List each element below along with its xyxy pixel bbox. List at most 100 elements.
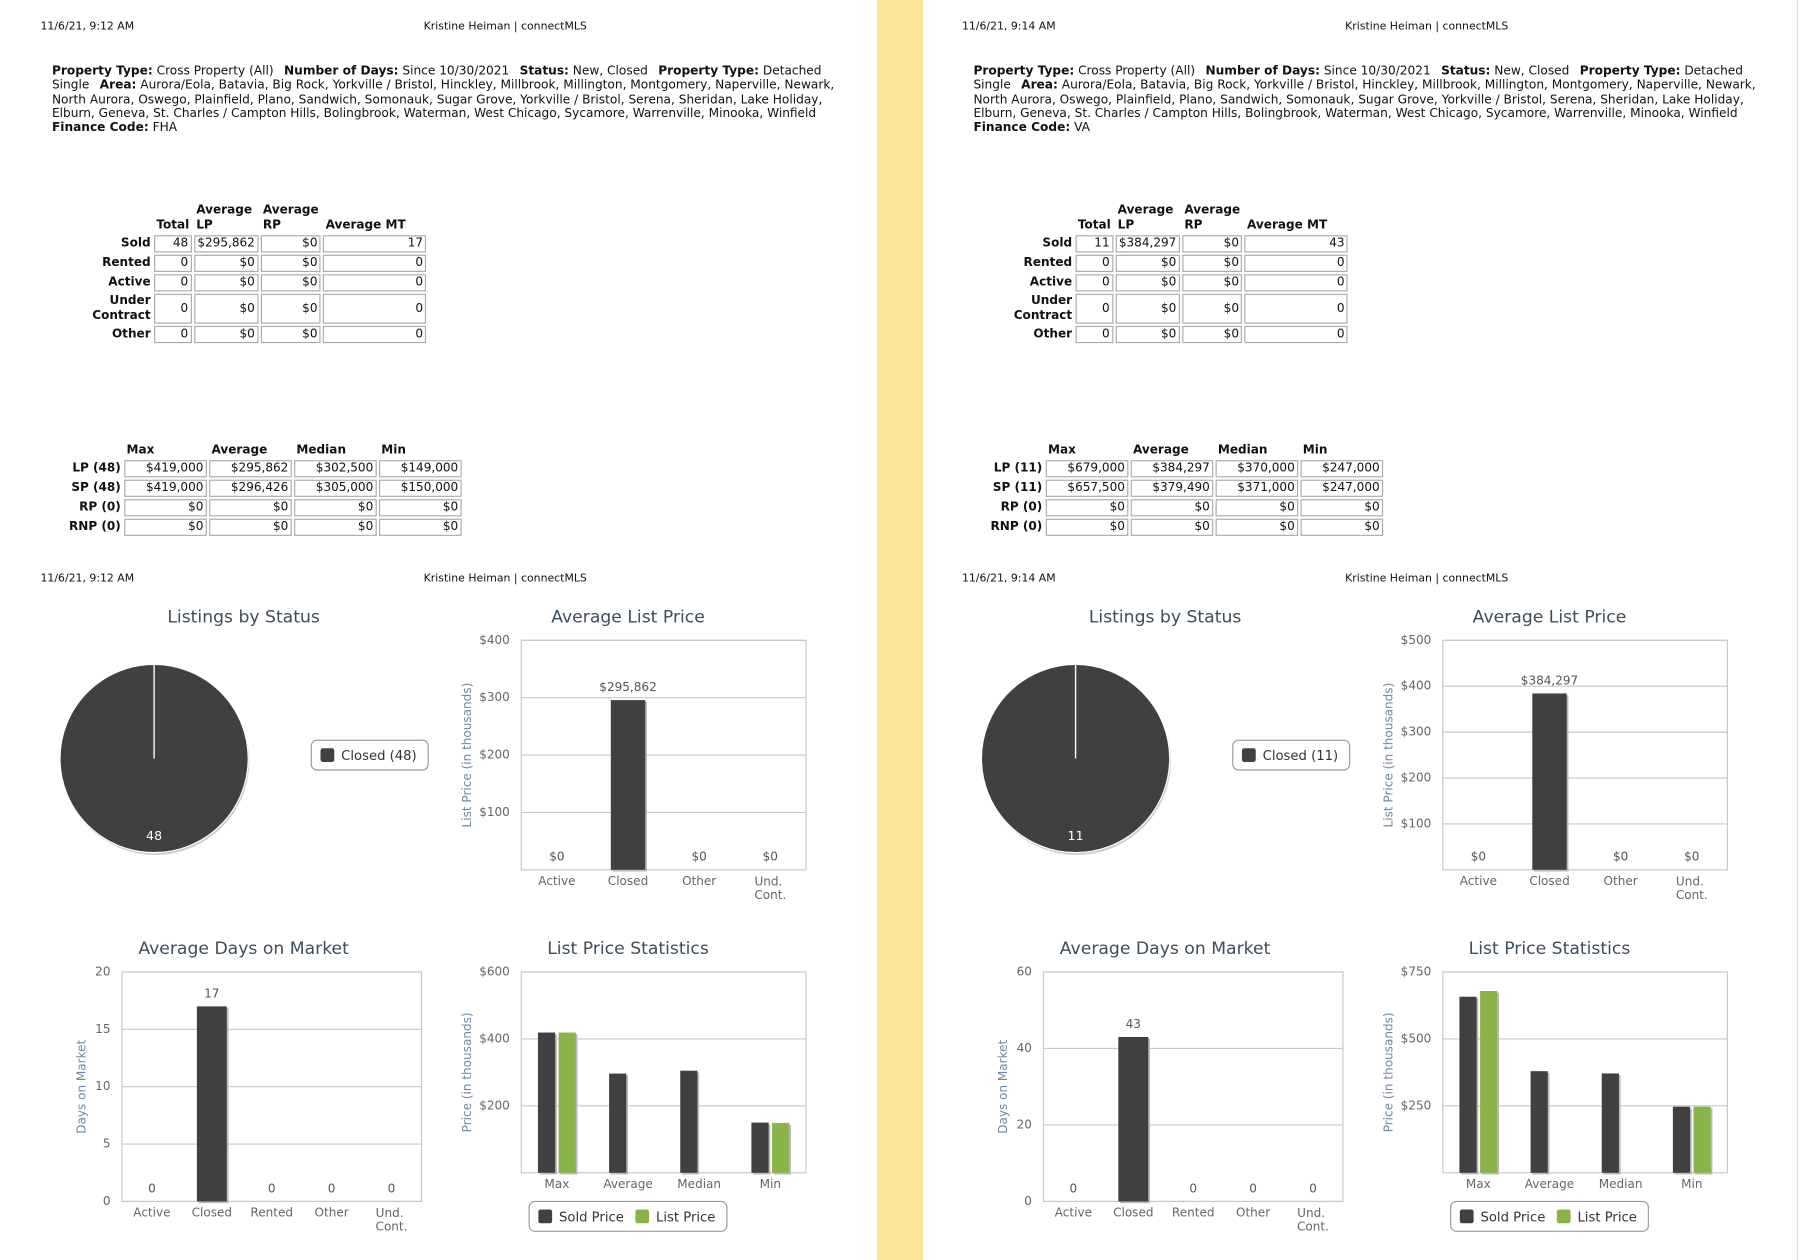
x-tick-label: Closed xyxy=(1113,1205,1153,1219)
criteria-label: Property Type: xyxy=(973,64,1075,79)
cell: $657,500 xyxy=(1045,479,1129,497)
y-tick-label: 20 xyxy=(95,964,110,978)
row-label: Active xyxy=(108,275,151,290)
header-user: Kristine Heiman | connectMLS xyxy=(424,571,587,584)
column-header: Total xyxy=(1077,218,1111,232)
column-header: Min xyxy=(1302,442,1328,457)
bar xyxy=(609,1073,627,1173)
row: Active 0 $0 $0 0 xyxy=(968,274,1349,292)
data-table: Total Average LP Average RP Average MT Sold 4… xyxy=(44,201,429,344)
y-tick-label: $750 xyxy=(1401,964,1432,978)
cell: $0 xyxy=(1182,254,1243,272)
criteria-label: Area: xyxy=(1021,78,1058,93)
row-label: Under Contract xyxy=(1013,293,1073,323)
data-label: 0 xyxy=(328,1181,336,1195)
cell: $419,000 xyxy=(124,479,207,497)
cell: $379,490 xyxy=(1130,479,1214,497)
header-row: Total Average LP Average RP Average MT xyxy=(46,203,426,233)
column-header: Average RP xyxy=(262,203,319,232)
column-header: Max xyxy=(126,442,155,457)
x-tick-label: Max xyxy=(1466,1177,1491,1191)
chart: Average List Price $100 $200 $300 $400 List P… xyxy=(460,607,807,902)
row: Rented 0 $0 $0 0 xyxy=(968,254,1349,272)
x-tick-label: Max xyxy=(544,1177,569,1191)
x-tick-label: Active xyxy=(538,874,575,888)
y-tick-label: 15 xyxy=(95,1022,110,1036)
cell: $0 xyxy=(209,518,292,536)
row-label: Sold xyxy=(120,236,151,251)
criteria-value: VA xyxy=(1074,120,1090,135)
y-tick-label: $500 xyxy=(1401,1031,1432,1045)
header-row: Max Average Median Min xyxy=(62,443,461,458)
legend: Closed (48) xyxy=(310,739,429,771)
header-datetime: 11/6/21, 9:12 AM xyxy=(40,19,134,32)
cell: $0 xyxy=(1045,499,1129,517)
cell: $0 xyxy=(124,518,207,536)
cell: $384,297 xyxy=(1115,235,1180,253)
cell: 43 xyxy=(1244,235,1349,253)
criteria-item: Number of Days: Since 10/30/2021 xyxy=(284,64,509,78)
corner xyxy=(984,443,1044,458)
cell: 0 xyxy=(323,254,427,272)
criteria-item: Area: Aurora/Eola, Batavia, Big Rock, Yo… xyxy=(52,78,834,120)
legend-swatch xyxy=(320,748,335,762)
x-tick-label: Closed xyxy=(192,1205,232,1219)
header-row: Total Average LP Average RP Average MT xyxy=(968,203,1348,233)
y-tick-label: $200 xyxy=(479,1098,510,1112)
chart: Listings by Status 11 Closed (11) xyxy=(980,607,1351,855)
header-row: Max Average Median Min xyxy=(984,443,1383,458)
data-label: 0 xyxy=(388,1181,396,1195)
slice-label: 11 xyxy=(1068,828,1084,843)
table-box: Total Average LP Average RP Average MT Sold 1… xyxy=(968,203,1349,344)
y-tick-label: 10 xyxy=(95,1079,110,1093)
cell: 11 xyxy=(1075,235,1114,253)
cell: $149,000 xyxy=(379,460,462,478)
criteria-value: Since 10/30/2021 xyxy=(1323,64,1431,79)
x-tick-label: Closed xyxy=(1529,874,1569,888)
x-tick-label: Und. Cont. xyxy=(1676,874,1708,902)
bar xyxy=(610,700,646,870)
row: Active 0 $0 $0 0 xyxy=(46,274,427,292)
cell: 0 xyxy=(1075,325,1114,344)
header-user: Kristine Heiman | connectMLS xyxy=(424,19,587,32)
finance-code: Finance Code: VA xyxy=(973,121,1765,135)
corner xyxy=(62,443,122,458)
bar xyxy=(537,1032,556,1173)
chart-title: List Price Statistics xyxy=(1469,939,1631,959)
data-label: $0 xyxy=(763,850,778,864)
column-header: Average MT xyxy=(325,218,406,232)
criteria-value: FHA xyxy=(152,120,178,135)
page: 11/6/21, 9:14 AM Kristine Heiman | connec… xyxy=(962,19,1765,584)
chart: Listings by Status 48 Closed (48) xyxy=(59,607,429,855)
row: SP (11) $657,500 $379,490 $371,000 $247,000 xyxy=(984,479,1384,497)
cell: 17 xyxy=(323,235,427,253)
cell: 0 xyxy=(1075,254,1114,272)
criteria-label: Status: xyxy=(1441,64,1491,79)
row-label: RP (0) xyxy=(1000,500,1043,515)
cell: 0 xyxy=(154,325,192,344)
data-label: 0 xyxy=(1249,1181,1257,1195)
column-header: Max xyxy=(1048,442,1076,457)
criteria-label: Status: xyxy=(519,64,569,79)
column-header: Median xyxy=(1217,442,1268,457)
cell: $0 xyxy=(260,254,321,272)
bar xyxy=(1601,1073,1619,1173)
criteria-item: Status: New, Closed xyxy=(1441,64,1569,78)
cell: $0 xyxy=(1045,518,1129,536)
table-box: Total Average LP Average RP Average MT Sold 4… xyxy=(44,201,429,344)
criteria-label: Number of Days: xyxy=(1205,64,1320,79)
row: LP (11) $679,000 $384,297 $370,000 $247,000 xyxy=(984,460,1384,478)
criteria: Property Type: Cross Property (All) Numbe… xyxy=(973,64,1765,135)
row: Sold 11 $384,297 $0 43 xyxy=(968,235,1349,253)
corner xyxy=(968,203,1074,233)
column-header: Average xyxy=(211,442,268,457)
data-label: 0 xyxy=(148,1181,156,1195)
y-tick-label: $300 xyxy=(1401,725,1432,739)
criteria-box: Property Type: Cross Property (All) Numbe… xyxy=(52,64,834,135)
row-label: Rented xyxy=(1023,255,1073,270)
row: Under Contract 0 $0 $0 0 xyxy=(46,293,427,324)
x-tick-label: Closed xyxy=(608,874,648,888)
legend-swatch xyxy=(635,1209,650,1224)
x-tick-label: Rented xyxy=(1172,1205,1215,1219)
